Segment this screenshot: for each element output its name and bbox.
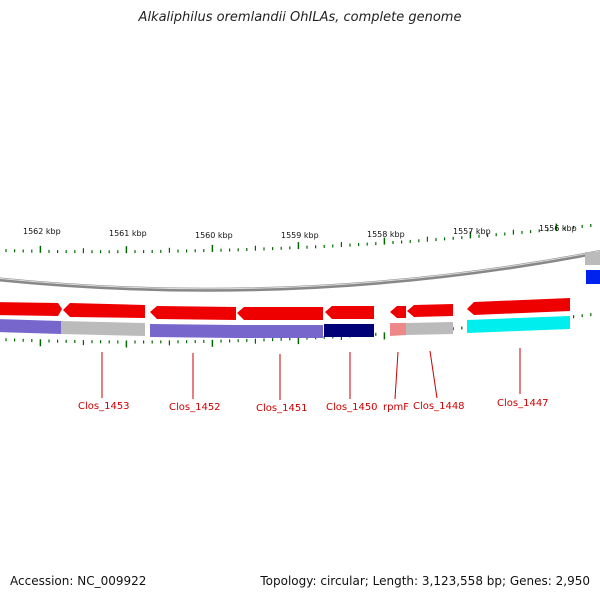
gene-label-clos-1450: Clos_1450	[326, 402, 378, 413]
label-leaders	[101, 348, 521, 400]
cog-clos-1451	[236, 325, 323, 338]
kbp-label-1559: 1559 kbp	[281, 231, 319, 240]
gene-label-clos-1448: Clos_1448	[413, 401, 465, 412]
kbp-label-1556: 1556 kbp	[539, 224, 577, 233]
cog-clos-1447	[467, 316, 570, 333]
genome-backbone-highlight	[0, 250, 600, 290]
edge-gray-feature	[585, 252, 600, 265]
cds-clos-1453	[63, 303, 145, 318]
kbp-label-1562: 1562 kbp	[23, 227, 61, 236]
gene-label-clos-1451: Clos_1451	[256, 403, 308, 414]
kbp-label-1558: 1558 kbp	[367, 230, 405, 239]
gene-label-clos-1447: Clos_1447	[497, 398, 549, 409]
kbp-label-1560: 1560 kbp	[195, 231, 233, 240]
leader-rpmf	[394, 351, 399, 400]
genome-title: Alkaliphilus oremlandii OhILAs, complete…	[138, 10, 462, 25]
cds-clos-1450	[325, 306, 374, 319]
cog-clos-1448	[406, 322, 453, 335]
edge-blue-feature	[586, 270, 600, 284]
cog-rpmf	[390, 323, 406, 336]
cds-clos-1447	[467, 298, 570, 315]
accession-text: Accession: NC_009922	[10, 574, 147, 588]
cds-clos-1448	[407, 304, 453, 317]
cds-track	[0, 298, 570, 320]
cds-clos-1451	[237, 307, 323, 320]
cds-clos-1453-left	[0, 302, 62, 316]
gene-label-rpmf: rpmF	[383, 402, 409, 413]
cds-clos-1452	[150, 306, 236, 320]
genome-summary-text: Topology: circular; Length: 3,123,558 bp…	[260, 574, 590, 588]
gene-label-clos-1452: Clos_1452	[169, 402, 221, 413]
genome-backbone	[0, 250, 600, 292]
cog-clos-1450	[324, 324, 374, 337]
tick-marks-top	[5, 223, 592, 254]
cog-track	[0, 316, 570, 338]
kbp-label-1561: 1561 kbp	[109, 229, 147, 238]
cog-clos-1453	[61, 321, 145, 336]
gene-label-clos-1453: Clos_1453	[78, 401, 130, 412]
cog-clos-1453-left	[0, 319, 61, 334]
cog-clos-1452	[150, 324, 236, 338]
leader-clos-1448	[429, 350, 438, 399]
cds-rpmf	[390, 306, 406, 318]
kbp-label-1557: 1557 kbp	[453, 227, 491, 236]
